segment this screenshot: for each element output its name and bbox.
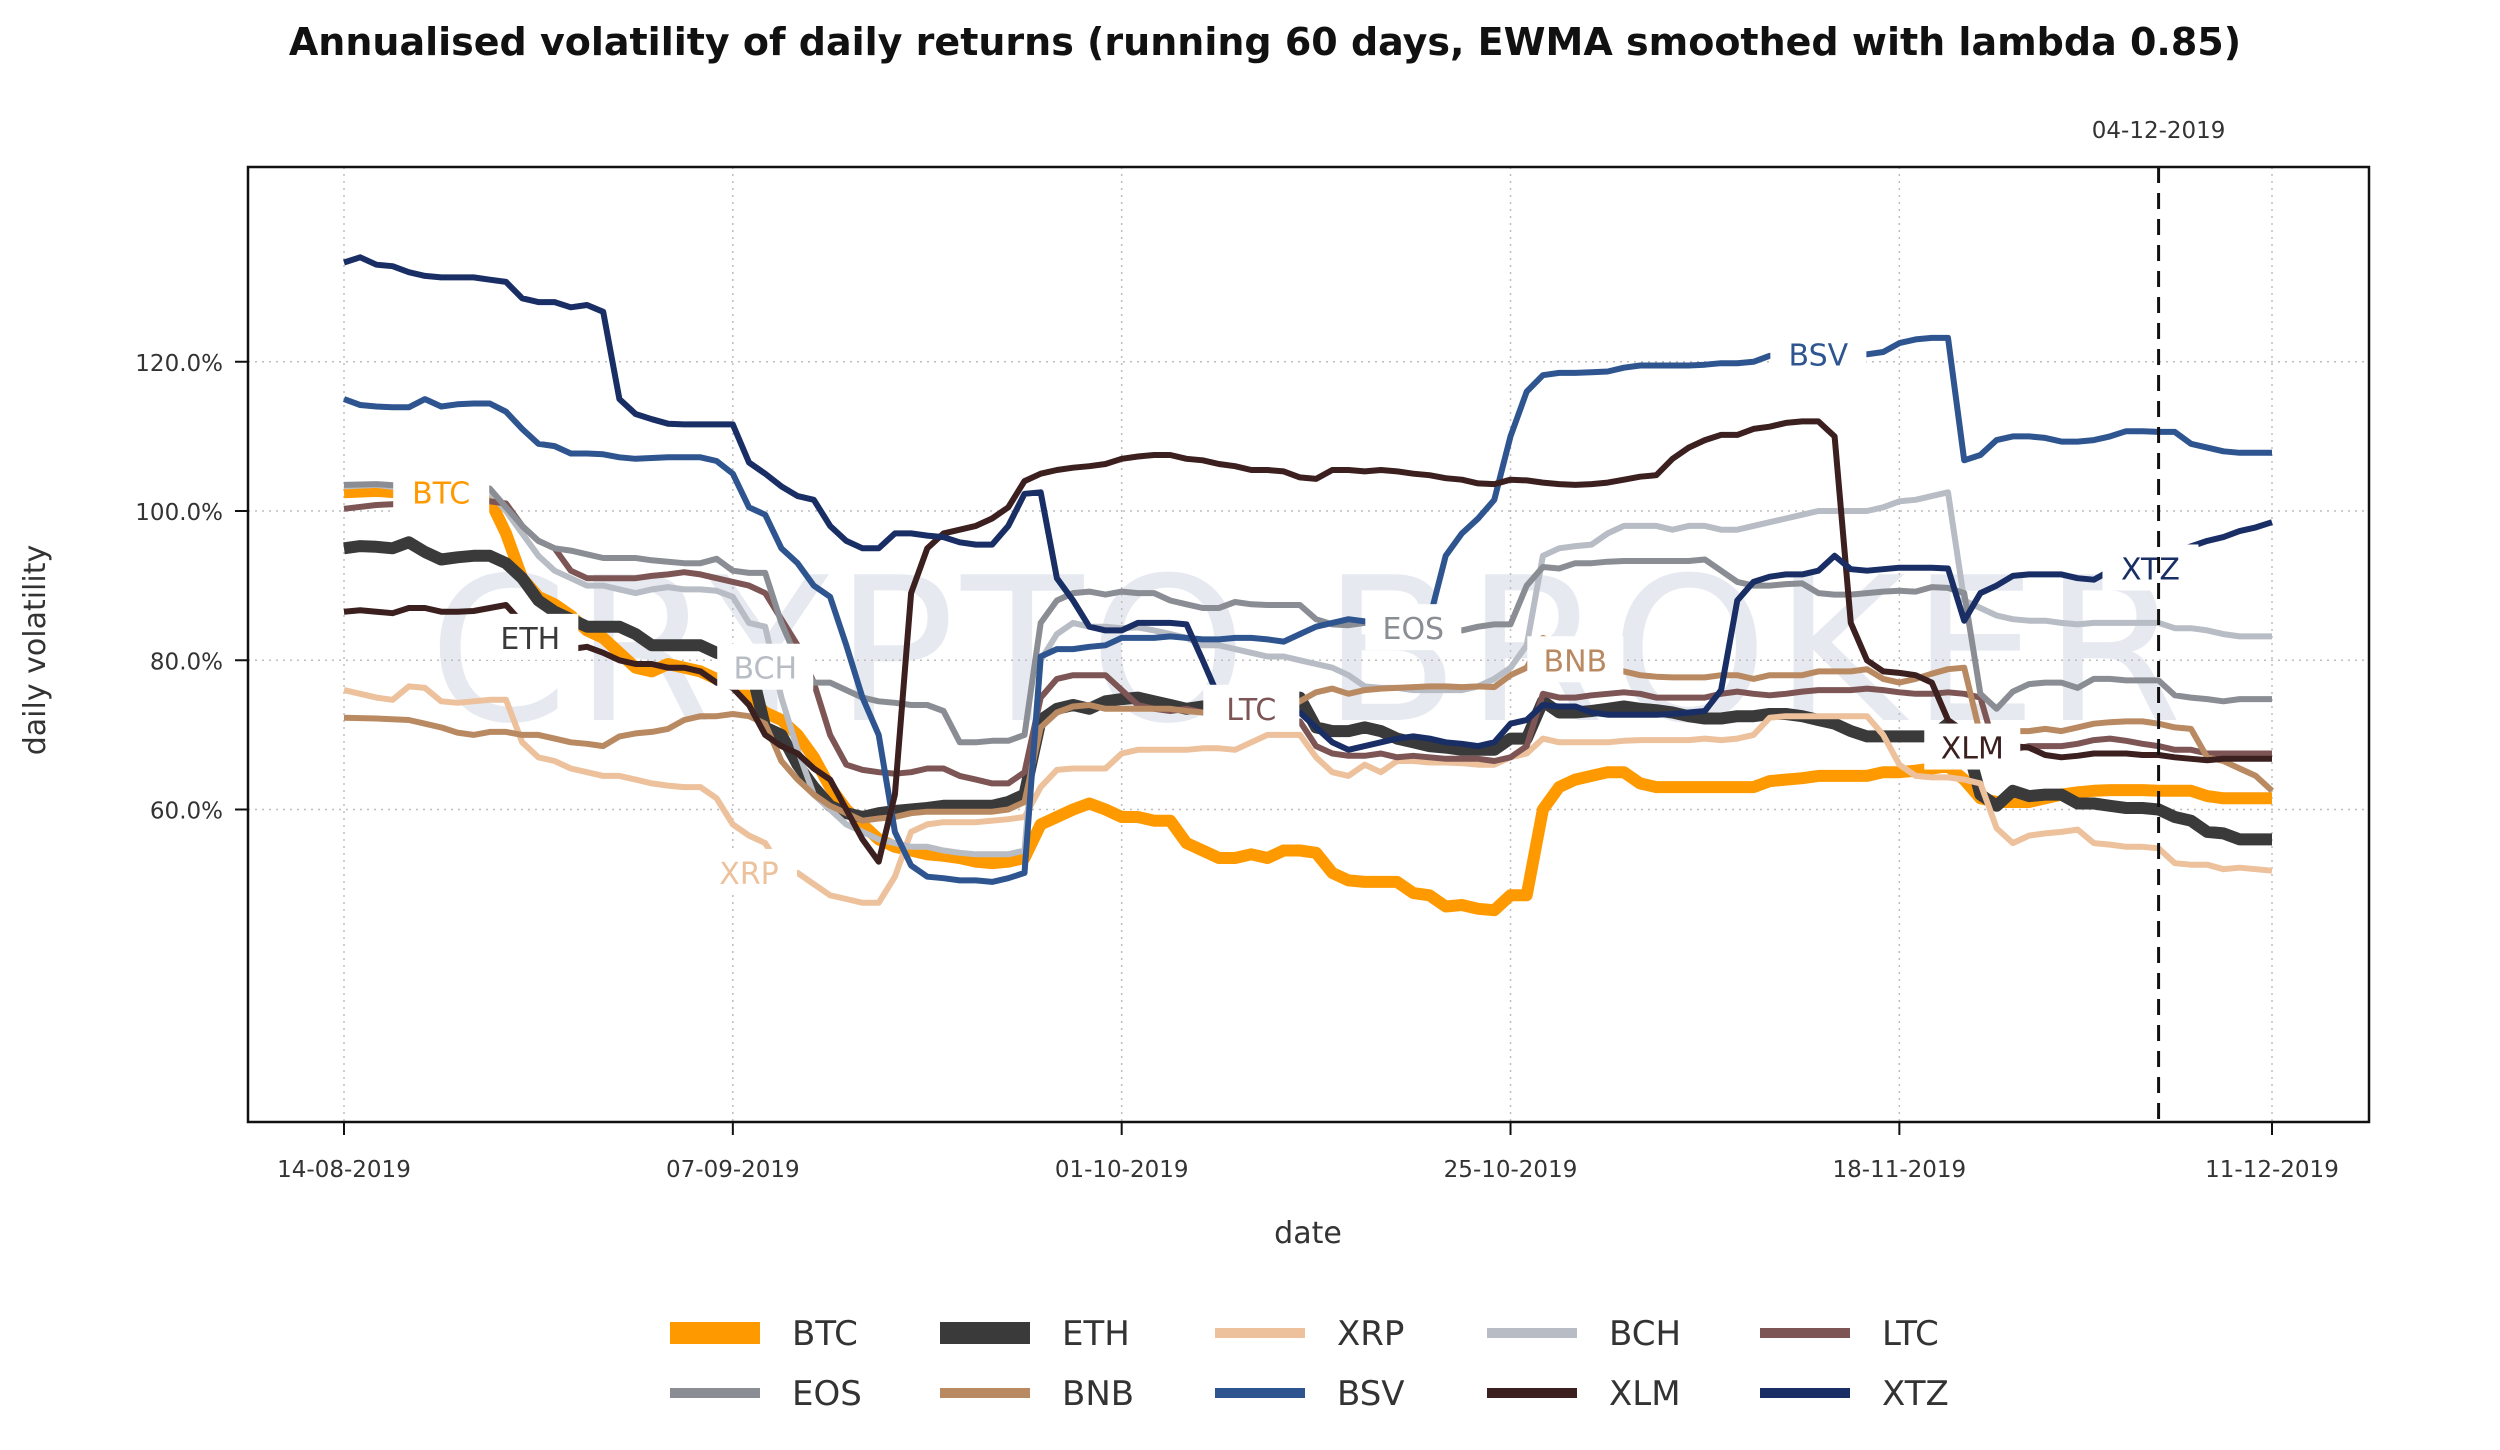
plot-frame	[246, 165, 2371, 1124]
chart-title: Annualised volatility of daily returns (…	[289, 20, 2241, 64]
x-axis-label: date	[1274, 1216, 1342, 1251]
series-label-bch: BCH	[717, 643, 814, 690]
svg-text:BNB: BNB	[1544, 644, 1608, 679]
legend-label: XRP	[1337, 1314, 1404, 1354]
svg-text:EOS: EOS	[1382, 612, 1444, 647]
legend-label: BSV	[1337, 1374, 1405, 1414]
series-label-eos: EOS	[1365, 604, 1462, 651]
y-tick-label: 80.0%	[150, 649, 223, 675]
svg-text:XTZ: XTZ	[2121, 552, 2180, 587]
svg-text:LTC: LTC	[1226, 693, 1276, 728]
x-tick-label: 14-08-2019	[277, 1157, 411, 1183]
legend-label: BNB	[1062, 1374, 1134, 1414]
y-tick-label: 100.0%	[135, 500, 223, 526]
legend-label: LTC	[1882, 1314, 1939, 1354]
x-tick-label: 07-09-2019	[666, 1157, 800, 1183]
legend-item-eos[interactable]: EOS	[670, 1374, 862, 1414]
svg-text:BCH: BCH	[733, 652, 797, 687]
series-line-bch	[343, 481, 2272, 858]
series-label-bsv: BSV	[1770, 330, 1867, 377]
legend-item-xtz[interactable]: XTZ	[1760, 1374, 1949, 1414]
legend-label: BTC	[792, 1314, 858, 1354]
legend-label: BCH	[1609, 1314, 1681, 1354]
legend-item-bsv[interactable]: BSV	[1215, 1374, 1405, 1414]
date-marker-label: 04-12-2019	[2092, 118, 2226, 144]
legend-item-eth[interactable]: ETH	[940, 1314, 1130, 1354]
svg-text:ETH: ETH	[500, 622, 560, 657]
series-label-bnb: BNB	[1527, 636, 1624, 683]
series-label-ltc: LTC	[1203, 684, 1300, 731]
series-label-xlm: XLM	[1924, 723, 2021, 770]
series-label-xrp: XRP	[701, 848, 798, 895]
x-tick-label: 18-11-2019	[1833, 1157, 1967, 1183]
x-tick-label: 25-10-2019	[1444, 1157, 1578, 1183]
svg-text:XRP: XRP	[719, 857, 779, 892]
svg-text:BSV: BSV	[1789, 338, 1849, 373]
legend-label: XLM	[1609, 1374, 1681, 1414]
legend-label: ETH	[1062, 1314, 1130, 1354]
y-tick-label: 60.0%	[150, 799, 223, 825]
legend-item-bnb[interactable]: BNB	[940, 1374, 1134, 1414]
x-tick-label: 01-10-2019	[1055, 1157, 1189, 1183]
legend-item-bch[interactable]: BCH	[1487, 1314, 1681, 1354]
series-line-bsv	[342, 334, 2272, 885]
svg-text:XLM: XLM	[1941, 732, 2004, 767]
legend-label: EOS	[792, 1374, 862, 1414]
series-label-btc: BTC	[393, 468, 490, 515]
series-line-bnb	[343, 634, 2275, 824]
svg-text:BTC: BTC	[412, 476, 470, 511]
y-axis-label: daily volatility	[18, 545, 53, 756]
x-tick-label: 11-12-2019	[2205, 1157, 2339, 1183]
series-line-eos	[343, 481, 2272, 746]
y-tick-label: 120.0%	[135, 351, 223, 377]
series-line-ltc	[343, 498, 2272, 787]
series-label-xtz: XTZ	[2102, 544, 2199, 591]
legend-item-ltc[interactable]: LTC	[1760, 1314, 1939, 1354]
legend-item-xrp[interactable]: XRP	[1215, 1314, 1404, 1354]
legend-label: XTZ	[1882, 1374, 1949, 1414]
legend-item-xlm[interactable]: XLM	[1487, 1374, 1681, 1414]
series-line-xrp	[343, 683, 2273, 906]
series-label-eth: ETH	[482, 613, 579, 660]
series-line-xlm	[343, 418, 2272, 865]
legend-item-btc[interactable]: BTC	[670, 1314, 858, 1354]
